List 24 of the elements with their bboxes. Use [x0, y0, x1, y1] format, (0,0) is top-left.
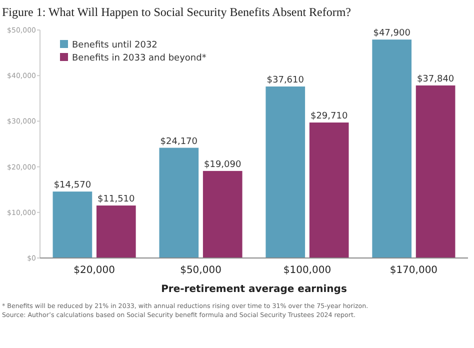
data-label: $14,570 [54, 180, 92, 191]
x-tick-label: $20,000 [74, 265, 115, 276]
data-label: $37,610 [266, 76, 304, 86]
data-label: $47,900 [373, 28, 411, 39]
x-tick-label: $50,000 [180, 265, 222, 276]
bar [202, 170, 242, 258]
bar [266, 86, 306, 258]
bar [372, 40, 412, 258]
bar [416, 85, 456, 258]
legend-label: Benefits until 2032 [72, 40, 158, 50]
bar [159, 148, 199, 258]
data-label: $11,510 [98, 194, 136, 205]
bar [309, 122, 349, 258]
x-axis-title: Pre-retirement average earnings [161, 284, 347, 295]
data-label: $29,710 [310, 112, 348, 122]
data-label: $37,840 [416, 74, 454, 84]
data-label: $24,170 [160, 136, 198, 147]
bar [52, 192, 92, 258]
data-label: $19,090 [204, 160, 242, 170]
x-tick-label: $100,000 [283, 265, 332, 276]
chart-title: Figure 1: What Will Happen to Social Security Benefits Absent Reform? [2, 5, 352, 19]
legend-label: Benefits in 2033 and beyond* [72, 54, 207, 64]
x-tick-label: $170,000 [390, 265, 438, 276]
bar [96, 206, 136, 258]
